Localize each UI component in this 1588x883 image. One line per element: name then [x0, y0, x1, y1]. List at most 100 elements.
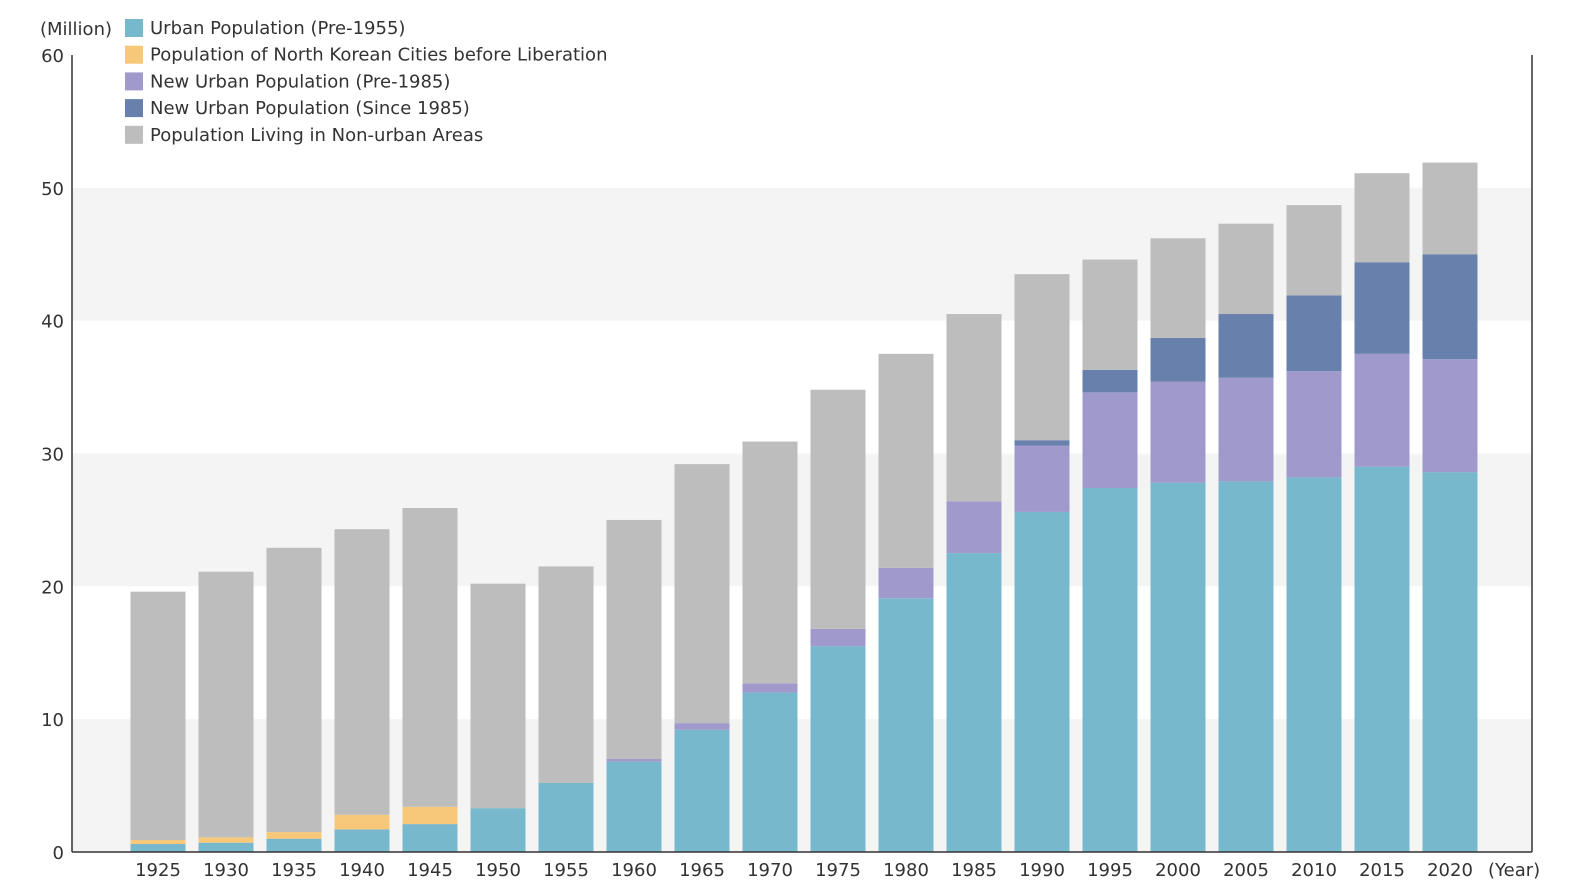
bar-segment [470, 583, 526, 809]
bar-segment [946, 501, 1002, 554]
legend-swatch [125, 19, 143, 37]
bar-segment [1082, 369, 1138, 393]
bar-segment [1150, 337, 1206, 382]
x-axis-unit-label: (Year) [1488, 860, 1540, 881]
bar-segment [1150, 238, 1206, 338]
x-tick-label: 2020 [1427, 860, 1473, 881]
x-tick-label: 1940 [339, 860, 385, 881]
bar-segment [334, 814, 390, 830]
y-tick-labels: 0 10 20 30 40 50 60 [41, 46, 64, 864]
bar-segment [1014, 274, 1070, 441]
bar-segment [1014, 445, 1070, 512]
x-tick-label: 2000 [1155, 860, 1201, 881]
bar-segment [538, 782, 594, 852]
x-tick-label: 1955 [543, 860, 589, 881]
bar-segment [1286, 371, 1342, 478]
bar-segment [1014, 440, 1070, 446]
bar-segment [1082, 259, 1138, 370]
bar-segment [198, 571, 254, 838]
bar-segment [402, 507, 458, 807]
bar-segment [742, 683, 798, 693]
x-tick-label: 1985 [951, 860, 997, 881]
legend-swatch [125, 72, 143, 91]
legend-swatch [125, 125, 143, 144]
bar-segment [1354, 353, 1410, 467]
legend-swatch [125, 45, 143, 64]
y-tick-label: 30 [41, 445, 64, 466]
bar-segment [1354, 466, 1410, 852]
legend-label: New Urban Population (Since 1985) [150, 98, 470, 119]
x-tick-label: 1980 [883, 860, 929, 881]
legend-swatch [125, 99, 143, 118]
bar-segment [130, 840, 186, 845]
bar-segment [1218, 377, 1274, 482]
bar-segment [266, 838, 322, 852]
x-tick-label: 2010 [1291, 860, 1337, 881]
y-axis-unit-label: (Million) [40, 19, 112, 40]
bar-segment [1150, 482, 1206, 852]
bar-segment [878, 598, 934, 852]
bars-layer [130, 162, 1478, 852]
x-tick-label: 1975 [815, 860, 861, 881]
axes-layer [71, 55, 1533, 853]
bar-segment [334, 529, 390, 815]
bar-segment [402, 824, 458, 852]
bar-segment [810, 628, 866, 647]
x-tick-label: 1970 [747, 860, 793, 881]
bar-segment [1354, 173, 1410, 263]
bar-segment [266, 547, 322, 833]
y-tick-label: 10 [41, 710, 64, 731]
y-tick-label: 40 [41, 312, 64, 333]
bar-segment [1082, 392, 1138, 489]
x-tick-label: 2005 [1223, 860, 1269, 881]
bar-segment [1218, 481, 1274, 852]
bar-segment [266, 832, 322, 839]
legend: Urban Population (Pre-1955) Population of… [125, 18, 607, 146]
bar-segment [1218, 223, 1274, 315]
bar-segment [1082, 488, 1138, 852]
bar-segment [946, 553, 1002, 852]
bar-segment [1218, 314, 1274, 378]
bar-segment [1150, 381, 1206, 483]
bar-segment [674, 729, 730, 852]
bar-segment [810, 646, 866, 852]
bar-segment [1422, 162, 1478, 255]
x-tick-label: 2015 [1359, 860, 1405, 881]
legend-label: Urban Population (Pre-1955) [150, 18, 405, 39]
y-tick-label: 50 [41, 179, 64, 200]
y-tick-label: 0 [53, 843, 64, 864]
bar-segment [878, 567, 934, 599]
bar-segment [1286, 295, 1342, 372]
bar-segment [198, 837, 254, 843]
bar-segment [1422, 359, 1478, 473]
y-tick-label: 20 [41, 577, 64, 598]
bar-segment [742, 441, 798, 684]
bar-segment [1014, 511, 1070, 852]
bar-segment [674, 723, 730, 730]
x-tick-label: 1990 [1019, 860, 1065, 881]
bar-segment [878, 353, 934, 568]
x-tick-label: 1995 [1087, 860, 1133, 881]
bar-segment [470, 808, 526, 852]
bar-segment [130, 591, 186, 841]
x-tick-label: 1965 [679, 860, 725, 881]
bar-segment [402, 806, 458, 825]
bar-segment [606, 759, 662, 762]
x-tick-label: 1925 [135, 860, 181, 881]
bar-segment [538, 566, 594, 783]
x-tick-labels: 1925 1930 1935 1940 1945 1950 1955 1960 1965 1970… [135, 860, 1473, 881]
bar-segment [334, 829, 390, 852]
bar-segment [946, 314, 1002, 502]
bar-segment [1422, 254, 1478, 360]
bar-segment [742, 692, 798, 852]
bar-segment [1422, 472, 1478, 852]
x-tick-label: 1945 [407, 860, 453, 881]
bar-segment [130, 844, 186, 852]
x-tick-label: 1930 [203, 860, 249, 881]
bar-segment [1286, 205, 1342, 296]
bar-segment [198, 842, 254, 852]
legend-label: Population Living in Non-urban Areas [150, 125, 483, 146]
bar-segment [810, 389, 866, 629]
x-tick-label: 1960 [611, 860, 657, 881]
